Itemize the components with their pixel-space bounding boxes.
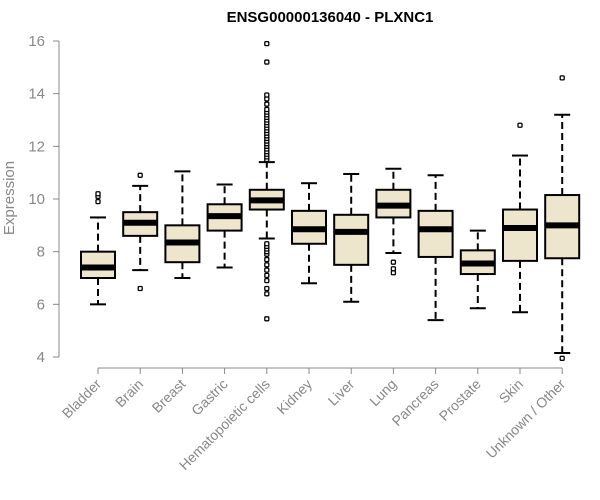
outlier-point xyxy=(137,285,143,292)
box-brain xyxy=(122,172,159,292)
x-tick-label: Breast xyxy=(149,376,189,416)
outlier-point xyxy=(559,75,565,81)
y-tick-label: 10 xyxy=(28,191,45,208)
iqr-box xyxy=(502,208,538,262)
y-tick-label: 6 xyxy=(37,296,45,313)
outlier-point xyxy=(517,122,523,128)
outlier-point xyxy=(390,266,397,272)
box-bladder xyxy=(80,191,116,306)
outlier-point xyxy=(390,259,397,265)
outlier-point xyxy=(264,316,270,322)
x-tick-label: Bladder xyxy=(59,376,105,422)
y-axis: 4 6 8 10 12 14 16 xyxy=(28,33,60,366)
box-hematopoietic-cells xyxy=(248,40,285,322)
outlier-point xyxy=(95,191,101,197)
outlier-point xyxy=(264,267,270,273)
outlier-point xyxy=(264,40,270,47)
outlier-point xyxy=(264,285,270,292)
outlier-point xyxy=(264,241,270,247)
outlier-point xyxy=(264,92,270,98)
box-kidney xyxy=(291,182,327,285)
box-series xyxy=(80,40,581,361)
box-liver xyxy=(333,172,370,303)
y-tick-label: 4 xyxy=(37,349,45,366)
x-tick-label: Lung xyxy=(366,376,399,409)
outlier-point xyxy=(264,256,270,263)
outlier-point xyxy=(264,291,270,297)
outlier-point xyxy=(264,272,270,279)
box-unknown-other xyxy=(544,75,581,361)
box-gastric xyxy=(206,183,243,269)
y-tick-label: 16 xyxy=(28,33,45,50)
box-pancreas xyxy=(417,174,454,322)
x-tick-label: Kidney xyxy=(274,376,316,418)
iqr-box xyxy=(333,213,370,266)
y-axis-label: Expression xyxy=(1,161,18,235)
x-tick-label: Prostate xyxy=(436,376,484,424)
outlier-point xyxy=(264,262,270,268)
outlier-point xyxy=(264,106,270,113)
outlier-point xyxy=(559,355,565,361)
box-lung xyxy=(375,167,412,276)
x-tick-label: Unknown / Other xyxy=(483,376,569,462)
box-breast xyxy=(164,170,201,279)
y-tick-label: 12 xyxy=(28,138,45,155)
outlier-point xyxy=(264,59,270,65)
y-tick-label: 8 xyxy=(37,244,45,261)
box-prostate xyxy=(459,229,496,310)
x-tick-label: Pancreas xyxy=(389,376,442,429)
box-skin xyxy=(502,122,538,314)
outlier-point xyxy=(264,277,270,284)
outlier-point xyxy=(137,172,143,178)
y-tick-label: 14 xyxy=(28,86,45,103)
outlier-point xyxy=(95,198,101,205)
chart-title: ENSG00000136040 - PLXNC1 xyxy=(227,9,434,26)
x-tick-label: Liver xyxy=(325,376,358,409)
x-tick-label: Brain xyxy=(112,376,146,410)
x-tick-label: Skin xyxy=(496,376,527,407)
outlier-point xyxy=(264,101,270,107)
iqr-box xyxy=(417,209,454,258)
